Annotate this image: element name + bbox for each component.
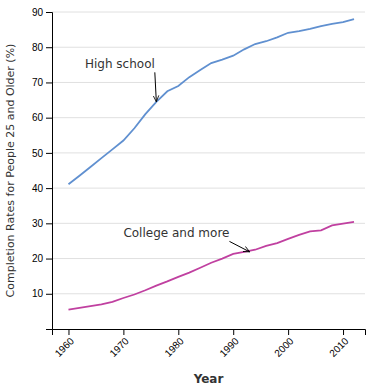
tick: 2010 xyxy=(327,329,351,359)
tick-mark xyxy=(123,329,124,335)
tick: 40 xyxy=(32,183,52,194)
tick-label: 90 xyxy=(32,7,44,18)
tick-label: 60 xyxy=(32,112,44,123)
grid-line xyxy=(52,82,365,83)
x-axis: 1960 1970 1980 1990 2000 2010 xyxy=(53,329,366,359)
tick-mark xyxy=(46,47,52,48)
tick-label: 1990 xyxy=(217,335,241,359)
tick: 2000 xyxy=(272,329,296,359)
tick: 1990 xyxy=(217,329,241,359)
tick-mark xyxy=(46,82,52,83)
axis-line xyxy=(53,330,366,336)
tick: 60 xyxy=(32,112,52,123)
tick-mark xyxy=(178,329,179,335)
annotation-arrow xyxy=(155,72,157,101)
tick-label: 1960 xyxy=(53,335,77,359)
tick-label: 30 xyxy=(32,218,44,229)
y-axis: 10 20 30 40 50 60 70 80 90 xyxy=(32,7,53,330)
tick: 80 xyxy=(32,42,52,53)
tick-label: 50 xyxy=(32,148,44,159)
grid-line xyxy=(52,188,365,189)
series-line xyxy=(68,222,354,310)
tick-mark xyxy=(46,153,52,154)
axis-line xyxy=(46,13,53,330)
annotation-arrow xyxy=(229,241,249,251)
grid-line xyxy=(52,223,365,224)
tick-mark xyxy=(46,223,52,224)
annotations: High school College and more xyxy=(85,57,250,252)
grid-line xyxy=(52,258,365,259)
tick-mark xyxy=(343,329,344,335)
plot: 1960197019801990200020101020304050607080… xyxy=(32,7,366,359)
series-line xyxy=(68,19,354,184)
tick: 50 xyxy=(32,148,52,159)
tick: 1980 xyxy=(162,329,186,359)
tick-label: 70 xyxy=(32,77,44,88)
tick-mark xyxy=(288,329,289,335)
tick: 90 xyxy=(32,7,52,18)
tick: 1970 xyxy=(107,329,131,359)
chart: 1960197019801990200020101020304050607080… xyxy=(0,0,379,391)
y-axis-title: Completion Rates for People 25 and Older… xyxy=(4,44,17,298)
lines xyxy=(68,19,354,310)
tick-mark xyxy=(233,329,234,335)
tick-label: 40 xyxy=(32,183,44,194)
grid-line xyxy=(52,293,365,294)
grid-line xyxy=(52,47,365,48)
tick-label: 2010 xyxy=(327,335,351,359)
tick-mark xyxy=(46,118,52,119)
tick-mark xyxy=(68,329,69,335)
tick-mark xyxy=(46,12,52,13)
grid-line xyxy=(52,152,365,153)
tick: 10 xyxy=(32,288,52,299)
grid-line xyxy=(52,117,365,118)
annotation: High school xyxy=(85,57,155,71)
grid xyxy=(52,12,365,294)
tick: 1960 xyxy=(53,329,77,359)
tick-mark xyxy=(46,294,52,295)
tick: 20 xyxy=(32,253,52,264)
tick-label: 1970 xyxy=(107,335,131,359)
tick: 70 xyxy=(32,77,52,88)
x-axis-title: Year xyxy=(193,372,224,386)
grid-line xyxy=(52,12,365,13)
tick-label: 20 xyxy=(32,253,44,264)
annotation: College and more xyxy=(123,226,229,240)
tick-label: 10 xyxy=(32,288,44,299)
tick-label: 80 xyxy=(32,42,44,53)
tick-label: 2000 xyxy=(272,335,296,359)
tick-mark xyxy=(46,188,52,189)
tick-mark xyxy=(46,259,52,260)
tick: 30 xyxy=(32,218,52,229)
tick-label: 1980 xyxy=(162,335,186,359)
